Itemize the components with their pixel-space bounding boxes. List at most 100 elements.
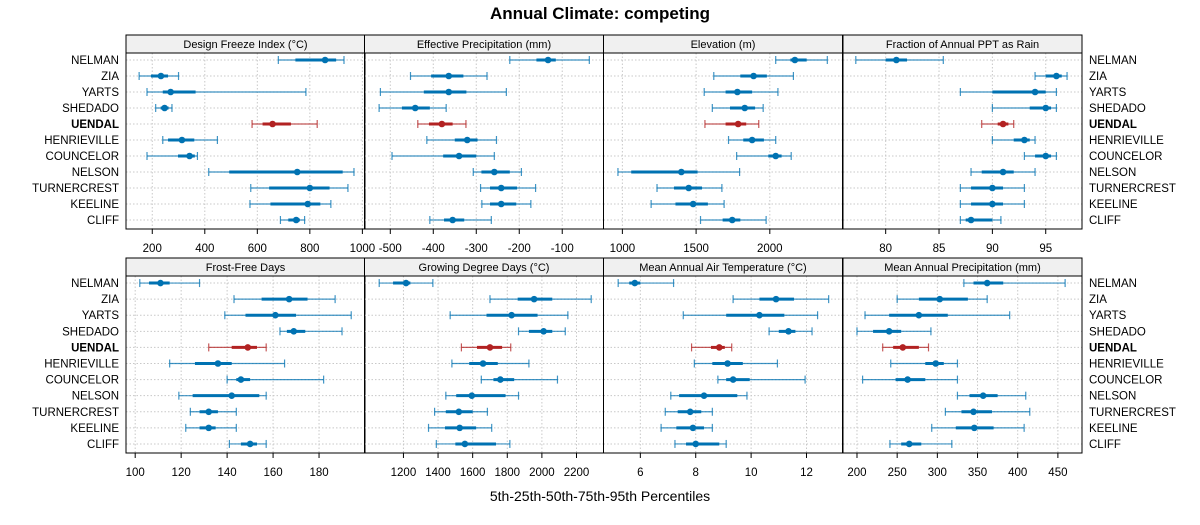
site-mark-cliff bbox=[435, 439, 511, 448]
site-label-left: TURNERCREST bbox=[32, 407, 119, 419]
site-mark-keeline bbox=[427, 423, 493, 432]
median-point bbox=[686, 408, 694, 416]
site-label-right: NELSON bbox=[1089, 391, 1136, 403]
median-point bbox=[967, 216, 975, 224]
site-mark-zia bbox=[896, 295, 988, 304]
x-tick-label: -400 bbox=[422, 243, 445, 255]
panel-border bbox=[125, 275, 366, 454]
site-mark-councelor bbox=[862, 375, 959, 384]
site-mark-councelor bbox=[226, 375, 325, 384]
median-point bbox=[445, 72, 453, 80]
median-point bbox=[689, 200, 697, 208]
site-mark-nelman bbox=[139, 279, 201, 288]
site-mark-uendal bbox=[208, 343, 267, 352]
panel-title: Mean Annual Precipitation (mm) bbox=[884, 262, 1041, 274]
site-mark-zia bbox=[409, 72, 488, 80]
site-mark-yarts bbox=[703, 88, 779, 96]
site-mark-keeline bbox=[481, 200, 532, 208]
site-mark-nelson bbox=[670, 391, 748, 400]
panel-0: Design Freeze Index (°C) 200 400 600 800 1000 bbox=[125, 34, 376, 255]
median-point bbox=[497, 376, 504, 383]
site-mark-turnercrest bbox=[656, 184, 723, 192]
site-mark-shedado bbox=[279, 327, 343, 336]
site-mark-henrieville bbox=[693, 359, 779, 368]
site-mark-councelor bbox=[1023, 152, 1057, 160]
median-point bbox=[228, 392, 236, 399]
median-point bbox=[734, 88, 741, 96]
site-mark-uendal bbox=[460, 343, 512, 352]
median-point bbox=[899, 344, 907, 351]
site-mark-cliff bbox=[889, 439, 953, 448]
x-tick-label: 95 bbox=[1039, 243, 1052, 255]
site-label-left: NELSON bbox=[72, 167, 119, 179]
x-tick-label: 90 bbox=[986, 243, 999, 255]
site-label-left: SHEDADO bbox=[62, 326, 119, 338]
panel-border bbox=[842, 52, 1083, 230]
median-point bbox=[237, 376, 245, 383]
median-point bbox=[402, 279, 410, 287]
median-point bbox=[246, 440, 254, 448]
median-point bbox=[989, 184, 996, 192]
site-mark-nelman bbox=[775, 56, 828, 64]
site-mark-nelman bbox=[277, 56, 345, 64]
median-point bbox=[269, 120, 276, 128]
x-tick-label: -200 bbox=[508, 243, 531, 255]
median-point bbox=[689, 424, 697, 432]
median-point bbox=[785, 328, 792, 335]
median-point bbox=[445, 88, 453, 96]
median-point bbox=[304, 200, 312, 208]
panel-title: Mean Annual Air Temperature (°C) bbox=[639, 262, 806, 274]
site-mark-councelor bbox=[146, 152, 199, 160]
x-tick-label: 8 bbox=[693, 467, 699, 479]
site-label-right: NELMAN bbox=[1089, 278, 1137, 290]
panel-1: Effective Precipitation (mm) -500 -400 -300… bbox=[364, 34, 604, 255]
x-tick-label: 350 bbox=[968, 467, 987, 479]
site-mark-nelson bbox=[617, 168, 741, 176]
panel-7: Mean Annual Precipitation (mm) 200 250 300 3… bbox=[842, 257, 1083, 479]
median-point bbox=[936, 295, 944, 303]
site-label-right: ZIA bbox=[1089, 71, 1107, 83]
x-tick-label: 6 bbox=[637, 467, 643, 479]
x-tick-label: 1000 bbox=[350, 243, 376, 255]
median-point bbox=[971, 424, 978, 432]
median-point bbox=[905, 440, 913, 448]
site-label-left: NELMAN bbox=[71, 278, 119, 290]
site-label-left: UENDAL bbox=[71, 342, 119, 354]
median-point bbox=[290, 328, 298, 335]
site-mark-zia bbox=[489, 295, 592, 304]
panel-title: Growing Degree Days (°C) bbox=[419, 262, 550, 274]
median-point bbox=[272, 311, 279, 319]
site-label-right: CLIFF bbox=[1089, 215, 1121, 227]
site-mark-keeline bbox=[650, 200, 725, 208]
median-point bbox=[983, 279, 991, 287]
chart-title: Annual Climate: competing bbox=[489, 4, 711, 23]
site-mark-yarts bbox=[146, 88, 307, 96]
x-tick-label: 600 bbox=[248, 243, 267, 255]
site-mark-nelson bbox=[445, 391, 520, 400]
x-tick-label: 450 bbox=[1048, 467, 1067, 479]
site-label-right: UENDAL bbox=[1089, 119, 1137, 131]
x-tick-label: 180 bbox=[309, 467, 328, 479]
median-point bbox=[449, 216, 456, 224]
median-point bbox=[772, 152, 780, 160]
site-label-right: SHEDADO bbox=[1089, 103, 1146, 115]
median-point bbox=[728, 216, 736, 224]
site-label-left: KEELINE bbox=[70, 199, 119, 211]
median-point bbox=[306, 184, 314, 192]
median-point bbox=[631, 279, 639, 287]
site-label-left: TURNERCREST bbox=[32, 183, 119, 195]
site-mark-cliff bbox=[959, 216, 1002, 224]
site-mark-shedado bbox=[378, 104, 447, 112]
x-tick-label: 2200 bbox=[564, 467, 590, 479]
site-mark-yarts bbox=[682, 311, 819, 320]
median-point bbox=[700, 392, 708, 399]
x-tick-label: 1200 bbox=[391, 467, 417, 479]
site-mark-shedado bbox=[155, 104, 173, 112]
median-point bbox=[1031, 88, 1039, 96]
median-point bbox=[468, 392, 476, 399]
panel-border bbox=[364, 52, 604, 230]
x-tick-label: 1500 bbox=[683, 243, 709, 255]
site-mark-councelor bbox=[717, 375, 806, 384]
site-mark-nelman bbox=[963, 279, 1066, 288]
median-point bbox=[970, 408, 977, 416]
